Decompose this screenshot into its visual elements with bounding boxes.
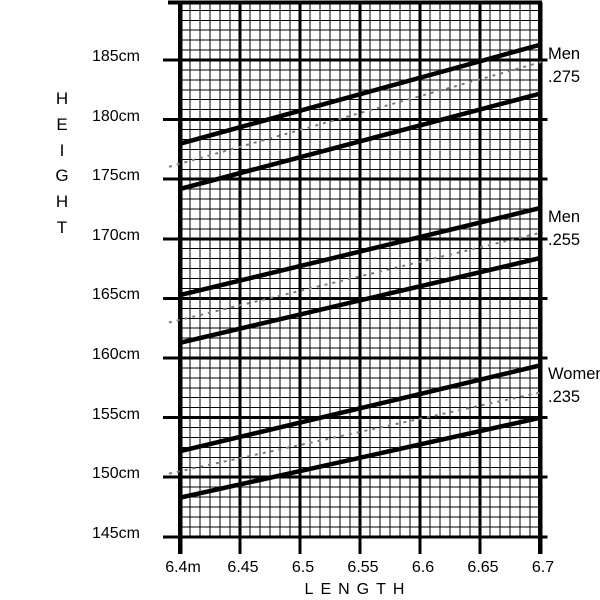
data-line-solid-upper_bound [180, 362, 542, 454]
data-line-dotted-mean [168, 231, 544, 324]
data-line-solid-upper_bound [180, 42, 542, 146]
data-line-dotted-mean [168, 390, 544, 475]
data-line-solid-lower_bound [180, 255, 542, 345]
data-line-solid-lower_bound [180, 415, 542, 500]
data-line-solid-upper_bound [180, 205, 542, 298]
data-line-solid-lower_bound [180, 91, 542, 191]
data-line-dotted-mean [168, 60, 544, 168]
